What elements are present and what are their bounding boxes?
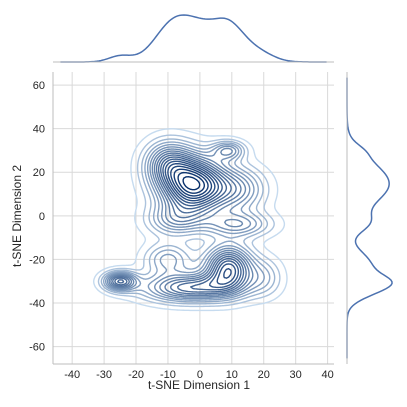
density-contour-level	[106, 145, 259, 300]
density-contour-level	[104, 143, 265, 301]
x-tick-label: -40	[64, 369, 80, 381]
density-contour-level	[112, 152, 247, 295]
density-contour-level	[170, 165, 213, 200]
y-tick-label: 60	[33, 80, 45, 92]
y-tick-labels: -60 -40 -20 0 20 40 60	[29, 80, 45, 353]
y-tick-label: -20	[29, 254, 45, 266]
x-tick-label: 40	[321, 369, 333, 381]
grid	[53, 72, 334, 364]
x-tick-label: 30	[290, 369, 302, 381]
density-contour-level	[182, 176, 201, 191]
density-contour-level	[167, 162, 232, 279]
x-tick-label: 0	[197, 369, 203, 381]
x-tick-label: -30	[96, 369, 112, 381]
x-marginal-density-line	[60, 14, 327, 63]
density-contour-level	[108, 147, 254, 298]
x-tick-label: -10	[160, 369, 176, 381]
x-tick-label: -20	[128, 369, 144, 381]
right-marginal	[346, 72, 393, 364]
density-contour-level	[162, 158, 240, 289]
y-tick-label: 0	[39, 211, 45, 223]
density-contour-level	[164, 160, 237, 285]
density-contour-level	[97, 134, 281, 308]
y-marginal-density-line	[346, 77, 393, 359]
x-tick-label: 20	[258, 369, 270, 381]
y-tick-label: -60	[29, 342, 45, 354]
y-tick-label: 20	[33, 167, 45, 179]
x-tick-label: 10	[226, 369, 238, 381]
density-contour-level	[110, 150, 250, 297]
density-contours	[93, 128, 288, 312]
density-contour-level	[117, 156, 242, 291]
y-tick-label: 40	[33, 124, 45, 136]
x-tick-labels: -40 -30 -20 -10 0 10 20 30 40	[64, 369, 334, 381]
y-tick-label: -40	[29, 298, 45, 310]
x-axis-label: t-SNE Dimension 1	[148, 378, 250, 392]
density-contour-level	[114, 154, 245, 293]
main-plot: -40 -30 -20 -10 0 10 20 30 40 -60 -40 -20 0 20 40 60	[29, 72, 334, 381]
top-marginal	[53, 14, 334, 63]
density-contour-level	[100, 138, 276, 305]
density-contour-level	[173, 168, 209, 197]
density-contour-level	[93, 128, 288, 312]
y-axis-label: t-SNE Dimension 2	[10, 165, 24, 267]
density-contour-level	[102, 141, 271, 303]
density-contour-level	[177, 171, 206, 194]
